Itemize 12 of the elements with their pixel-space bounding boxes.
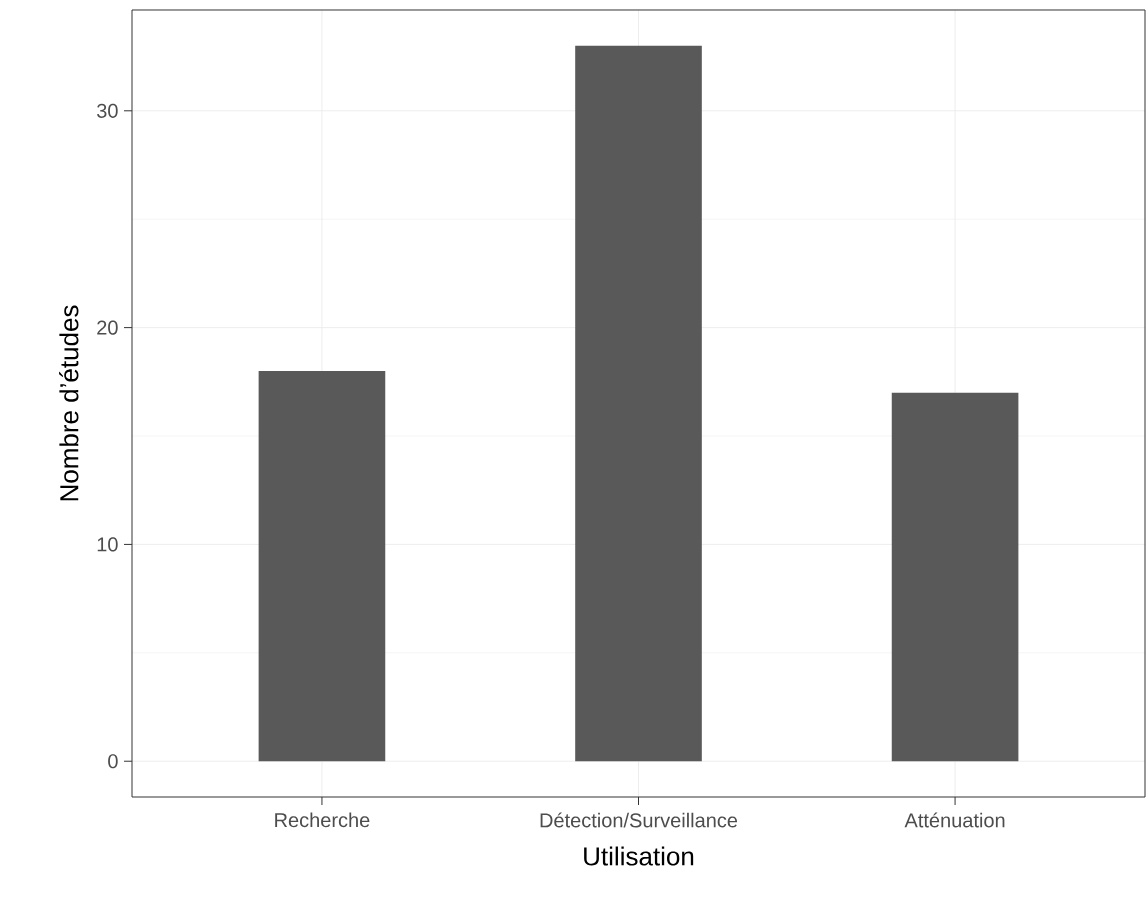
y-tick-label: 10 [97,537,118,552]
y-tick-label: 0 [108,754,118,769]
x-axis-title: Utilisation [584,846,694,866]
y-axis-title: Nombre d’études [59,305,79,501]
y-tick-label: 30 [97,103,118,118]
bar [575,45,702,762]
x-tick-label: Détection/Surveillance [540,812,738,828]
x-tick-label: Atténuation [904,812,1005,828]
bar [891,392,1019,762]
bar [258,370,386,762]
x-tick-label: Recherche [275,812,370,828]
y-tick-label: 20 [97,320,118,335]
